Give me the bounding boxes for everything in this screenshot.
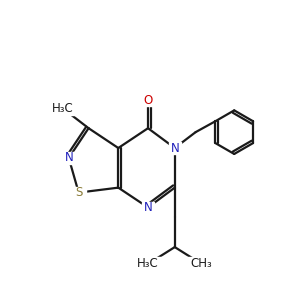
Bar bbox=[72, 187, 86, 199]
Bar bbox=[186, 257, 217, 270]
Bar bbox=[169, 142, 181, 154]
Bar bbox=[142, 202, 154, 213]
Text: N: N bbox=[64, 152, 73, 164]
Text: S: S bbox=[75, 186, 82, 199]
Bar bbox=[132, 257, 164, 270]
Text: H₃C: H₃C bbox=[52, 102, 74, 115]
Bar bbox=[142, 94, 154, 106]
Text: N: N bbox=[170, 142, 179, 154]
Text: H₃C: H₃C bbox=[137, 257, 159, 270]
Text: O: O bbox=[143, 94, 153, 107]
Text: N: N bbox=[144, 201, 152, 214]
Bar bbox=[63, 152, 75, 164]
Text: CH₃: CH₃ bbox=[190, 257, 212, 270]
Bar bbox=[47, 102, 79, 115]
